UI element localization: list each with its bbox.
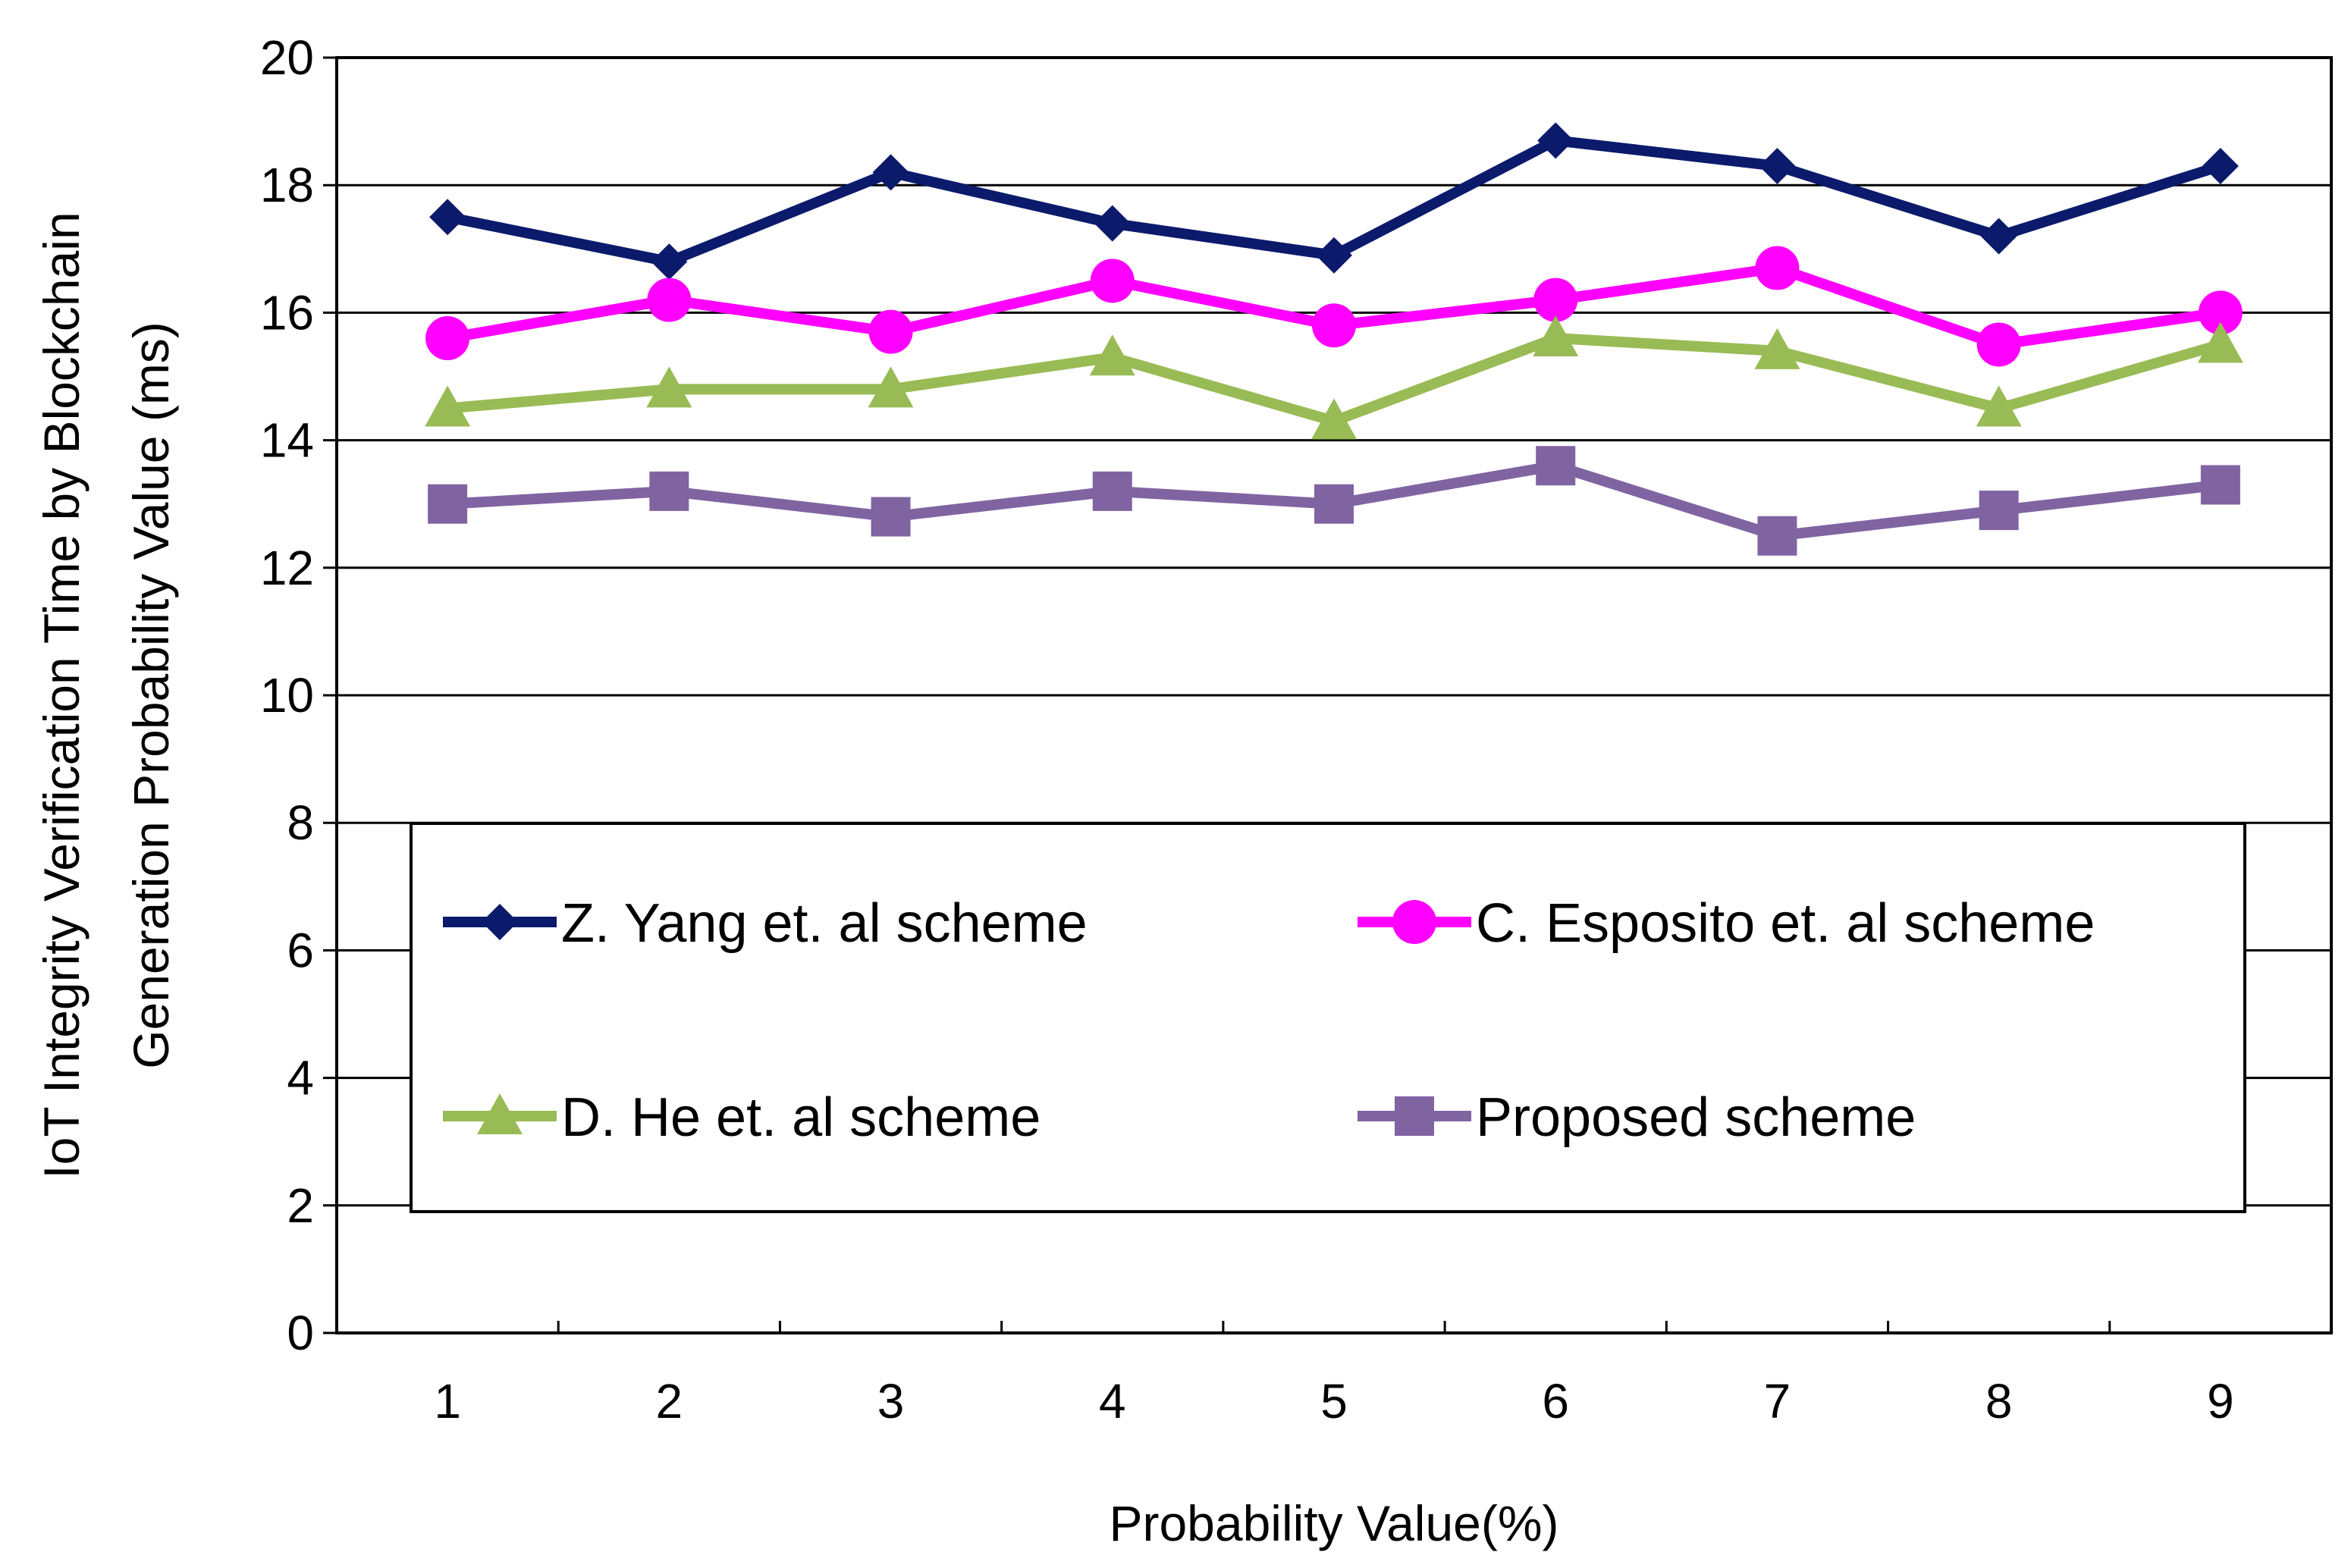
data-point <box>2197 321 2243 363</box>
data-point <box>1754 328 1800 369</box>
y-tick-label: 8 <box>287 795 314 850</box>
data-point <box>872 154 909 191</box>
series-3 <box>425 315 2243 440</box>
y-axis-title-line-2: Generation Probability Value (ms) <box>123 321 179 1069</box>
series-lines <box>425 122 2243 556</box>
legend-entry: D. He et. al scheme <box>443 1087 1041 1148</box>
data-point <box>1092 471 1132 511</box>
data-point <box>1090 259 1135 303</box>
x-tick-label: 3 <box>877 1374 905 1428</box>
y-axis-title-line-1: IoT Integrity Verification Time by Block… <box>33 212 89 1178</box>
y-tick-label: 20 <box>260 30 314 85</box>
x-tick-label: 8 <box>1985 1374 2013 1428</box>
data-point <box>1757 516 1797 556</box>
y-tick-label: 0 <box>287 1306 314 1360</box>
data-point <box>428 484 468 524</box>
data-point <box>1312 303 1356 348</box>
x-tick-label: 7 <box>1764 1374 1791 1428</box>
legend-label: Z. Yang et. al scheme <box>561 893 1088 954</box>
series-2 <box>425 246 2243 367</box>
legend-marker <box>1392 900 1436 944</box>
data-point <box>1755 246 1800 290</box>
data-point <box>1536 446 1576 486</box>
x-tick-label: 5 <box>1320 1374 1348 1428</box>
series-1 <box>429 122 2239 281</box>
data-point <box>2200 465 2240 505</box>
series-4 <box>428 446 2240 556</box>
data-point <box>429 199 466 236</box>
data-point <box>1094 205 1131 242</box>
data-point <box>1976 322 2021 367</box>
data-point <box>1980 218 2017 255</box>
data-point <box>1759 147 1796 184</box>
x-tick-label: 1 <box>434 1374 461 1428</box>
data-point <box>1311 398 1357 440</box>
data-point <box>1316 237 1352 274</box>
data-point <box>425 316 470 361</box>
y-tick-label: 6 <box>287 923 314 977</box>
legend-label: D. He et. al scheme <box>561 1087 1041 1148</box>
data-point <box>1314 484 1354 524</box>
data-point <box>871 497 911 537</box>
data-point <box>1537 122 1574 159</box>
legend-label: Proposed scheme <box>1476 1087 1916 1148</box>
data-point <box>2198 290 2243 335</box>
y-tick-label: 18 <box>260 158 314 212</box>
x-tick-label: 2 <box>656 1374 683 1428</box>
data-point <box>647 278 692 322</box>
legend-entry: C. Esposito et. al scheme <box>1358 893 2095 954</box>
x-axis-title: Probability Value(%) <box>1109 1495 1558 1551</box>
legend-marker <box>482 904 518 940</box>
legend: Z. Yang et. al scheme C. Esposito et. al … <box>410 822 2246 1213</box>
y-tick-label: 14 <box>260 413 314 468</box>
data-point <box>1533 278 1578 322</box>
legend-entry: Z. Yang et. al scheme <box>443 893 1088 954</box>
data-point <box>1089 334 1135 376</box>
legend-label: C. Esposito et. al scheme <box>1476 893 2095 954</box>
data-point <box>646 366 692 408</box>
y-tick-label: 2 <box>287 1178 314 1233</box>
data-point <box>2202 147 2239 184</box>
y-tick-label: 10 <box>260 668 314 723</box>
legend-box <box>410 822 2246 1213</box>
y-tick-label: 16 <box>260 285 314 340</box>
data-point <box>1979 491 2019 531</box>
legend-marker <box>1395 1096 1434 1136</box>
x-tick-label: 4 <box>1099 1374 1126 1428</box>
data-point <box>868 366 914 408</box>
y-tick-label: 12 <box>260 541 314 595</box>
legend-marker <box>477 1093 523 1134</box>
legend-entry: Proposed scheme <box>1358 1087 1916 1148</box>
x-tick-label: 6 <box>1542 1374 1569 1428</box>
y-tick-label: 4 <box>287 1051 314 1105</box>
data-point <box>651 243 688 281</box>
data-point <box>1533 315 1579 357</box>
data-point <box>425 385 471 427</box>
x-tick-label: 9 <box>2207 1374 2234 1428</box>
data-point <box>1976 385 2022 427</box>
data-point <box>868 309 913 354</box>
data-point <box>649 471 689 511</box>
